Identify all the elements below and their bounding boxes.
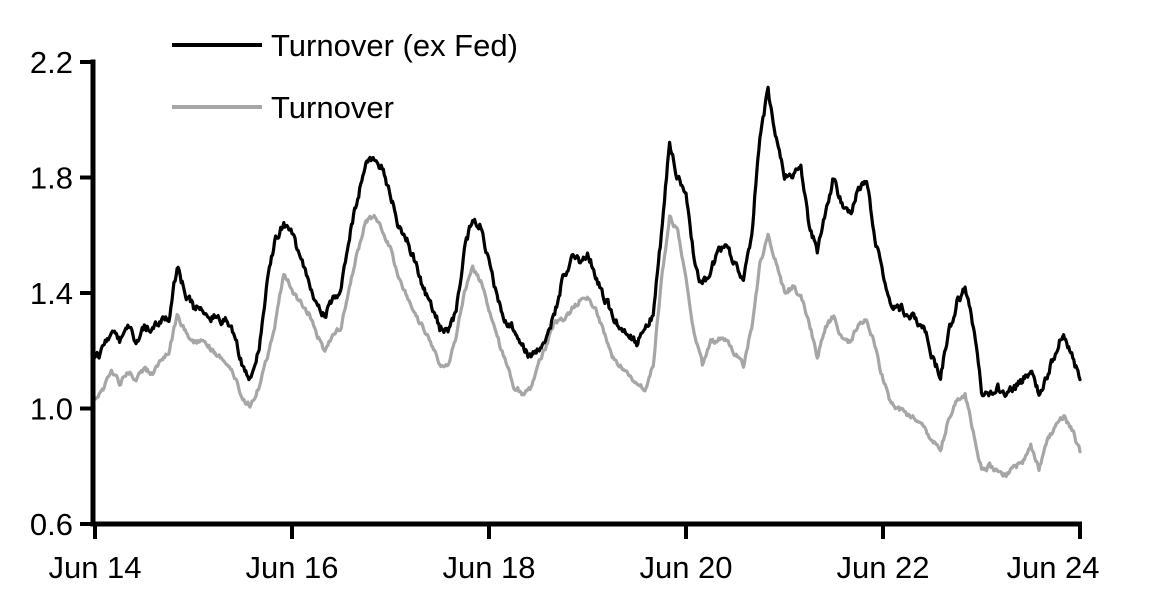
legend: Turnover (ex Fed) Turnover	[172, 28, 518, 125]
series-turnover-line	[93, 213, 1082, 479]
series-turnover-exfed-line	[93, 85, 1082, 398]
y-tick-label: 1.0	[30, 392, 73, 427]
plot-area	[93, 85, 1082, 479]
y-tick-label: 1.4	[30, 276, 73, 311]
y-axis-tick-labels: 2.2 1.8 1.4 1.0 0.6	[30, 45, 73, 542]
y-tick-label: 0.6	[30, 507, 73, 542]
x-tick-label: Jun 24	[1006, 550, 1099, 585]
legend-label-turnover: Turnover	[271, 90, 394, 125]
y-tick-label: 2.2	[30, 45, 73, 80]
x-tick-label: Jun 22	[836, 550, 929, 585]
y-axis-ticks	[80, 60, 91, 526]
x-tick-label: Jun 18	[442, 550, 535, 585]
x-tick-label: Jun 14	[48, 550, 141, 585]
axes	[80, 59, 1082, 539]
x-tick-label: Jun 20	[639, 550, 732, 585]
x-axis-ticks	[93, 526, 1082, 539]
legend-label-turnover-exfed: Turnover (ex Fed)	[271, 28, 518, 63]
x-tick-label: Jun 16	[245, 550, 338, 585]
y-tick-label: 1.8	[30, 161, 73, 196]
x-axis-tick-labels: Jun 14 Jun 16 Jun 18 Jun 20 Jun 22 Jun 24	[48, 550, 1099, 585]
